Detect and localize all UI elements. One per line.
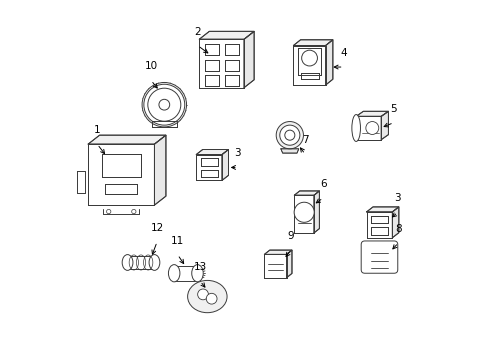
Polygon shape bbox=[105, 184, 137, 194]
Ellipse shape bbox=[169, 265, 180, 282]
Polygon shape bbox=[199, 31, 254, 39]
Text: 10: 10 bbox=[145, 61, 158, 71]
Text: 7: 7 bbox=[302, 135, 309, 145]
Circle shape bbox=[294, 202, 314, 222]
Text: 6: 6 bbox=[320, 179, 326, 189]
Text: 8: 8 bbox=[395, 224, 402, 234]
Polygon shape bbox=[298, 48, 321, 75]
Polygon shape bbox=[294, 40, 333, 45]
Polygon shape bbox=[205, 44, 219, 55]
Text: 12: 12 bbox=[150, 223, 164, 233]
Polygon shape bbox=[200, 158, 218, 166]
Circle shape bbox=[206, 293, 217, 304]
Polygon shape bbox=[77, 171, 84, 193]
Ellipse shape bbox=[192, 265, 203, 282]
Text: 5: 5 bbox=[391, 104, 397, 114]
Circle shape bbox=[285, 130, 295, 140]
Circle shape bbox=[276, 122, 303, 149]
Text: 11: 11 bbox=[171, 236, 184, 246]
Text: 3: 3 bbox=[394, 193, 401, 203]
Polygon shape bbox=[205, 60, 219, 71]
Polygon shape bbox=[200, 170, 218, 177]
Polygon shape bbox=[294, 45, 326, 85]
Polygon shape bbox=[154, 135, 166, 205]
Polygon shape bbox=[224, 60, 239, 71]
Polygon shape bbox=[196, 154, 222, 180]
Polygon shape bbox=[300, 73, 318, 79]
Polygon shape bbox=[265, 250, 292, 255]
Polygon shape bbox=[199, 39, 244, 87]
Polygon shape bbox=[367, 212, 392, 238]
Circle shape bbox=[148, 88, 181, 121]
Circle shape bbox=[280, 125, 300, 145]
Polygon shape bbox=[127, 256, 154, 269]
Text: 2: 2 bbox=[195, 27, 201, 37]
Polygon shape bbox=[326, 40, 333, 85]
Polygon shape bbox=[287, 250, 292, 278]
Polygon shape bbox=[381, 111, 389, 140]
Polygon shape bbox=[371, 227, 388, 235]
Ellipse shape bbox=[352, 114, 361, 141]
Ellipse shape bbox=[122, 255, 133, 270]
Polygon shape bbox=[392, 207, 399, 238]
Polygon shape bbox=[371, 216, 388, 224]
Circle shape bbox=[159, 99, 170, 110]
Text: 9: 9 bbox=[288, 231, 294, 241]
Text: 3: 3 bbox=[235, 148, 241, 158]
Polygon shape bbox=[294, 191, 319, 195]
Polygon shape bbox=[88, 135, 166, 144]
Polygon shape bbox=[265, 255, 287, 278]
Polygon shape bbox=[224, 75, 239, 86]
Circle shape bbox=[142, 82, 187, 127]
Polygon shape bbox=[314, 191, 319, 233]
Polygon shape bbox=[281, 149, 299, 153]
Polygon shape bbox=[222, 149, 228, 180]
Polygon shape bbox=[244, 31, 254, 87]
Circle shape bbox=[197, 289, 208, 300]
Circle shape bbox=[107, 210, 111, 214]
Ellipse shape bbox=[188, 280, 227, 313]
Polygon shape bbox=[367, 207, 399, 212]
Polygon shape bbox=[294, 195, 314, 233]
Circle shape bbox=[302, 50, 318, 66]
Text: 1: 1 bbox=[94, 125, 100, 135]
Circle shape bbox=[366, 122, 379, 134]
Polygon shape bbox=[356, 116, 381, 140]
Circle shape bbox=[144, 84, 185, 125]
Polygon shape bbox=[224, 44, 239, 55]
Text: 4: 4 bbox=[341, 48, 347, 58]
FancyBboxPatch shape bbox=[361, 241, 398, 273]
Polygon shape bbox=[205, 75, 219, 86]
Polygon shape bbox=[88, 144, 154, 205]
Ellipse shape bbox=[149, 255, 160, 270]
Polygon shape bbox=[174, 266, 197, 281]
Polygon shape bbox=[152, 121, 177, 127]
Polygon shape bbox=[356, 111, 389, 116]
Circle shape bbox=[132, 210, 136, 214]
Polygon shape bbox=[196, 149, 228, 154]
Polygon shape bbox=[101, 154, 141, 177]
Text: 13: 13 bbox=[194, 262, 207, 272]
